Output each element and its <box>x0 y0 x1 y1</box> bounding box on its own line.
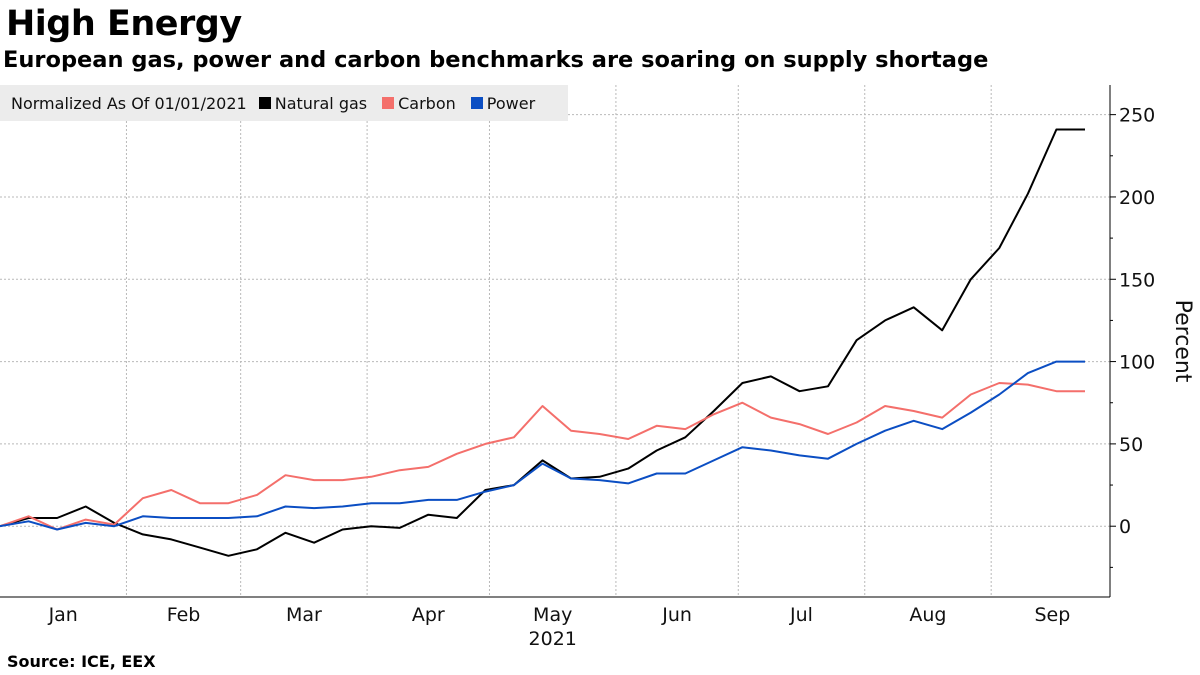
series-line-carbon <box>0 382 1085 531</box>
ytick-label-150: 150 <box>1119 269 1155 291</box>
legend-swatch-natural-gas <box>258 97 271 109</box>
xtick-label-mar: Mar <box>286 604 322 626</box>
ytick-label-250: 250 <box>1119 105 1155 127</box>
xtick-label-jul: Jul <box>789 604 813 626</box>
xtick-label-jun: Jun <box>661 604 692 626</box>
legend-label-carbon: Carbon <box>398 93 456 113</box>
ytick-label-200: 200 <box>1119 187 1155 209</box>
ytick-label-100: 100 <box>1119 352 1155 374</box>
y-axis-title: Percent <box>1170 300 1195 383</box>
xtick-label-jan: Jan <box>48 604 78 626</box>
source-note: Source: ICE, EEX <box>7 652 156 671</box>
x-year-label: 2021 <box>529 628 577 650</box>
axis-layer <box>0 85 1116 598</box>
legend-swatch-power <box>470 97 483 109</box>
legend-swatch-carbon <box>382 97 395 109</box>
xtick-label-sep: Sep <box>1034 604 1070 626</box>
series-line-power <box>0 360 1085 531</box>
legend-label-natural-gas: Natural gas <box>274 93 368 113</box>
ytick-label-50: 50 <box>1119 434 1143 456</box>
xtick-label-aug: Aug <box>909 604 946 626</box>
legend-label-power: Power <box>486 93 536 113</box>
xtick-label-feb: Feb <box>167 604 201 626</box>
chart-title: High Energy <box>6 4 242 44</box>
legend-caption: Normalized As Of 01/01/2021 <box>11 93 247 113</box>
series-line-natural-gas <box>0 128 1085 557</box>
series-layer <box>0 128 1085 557</box>
legend-item-carbon: Carbon <box>382 94 456 113</box>
chart-subtitle: European gas, power and carbon benchmark… <box>3 47 989 73</box>
legend-item-natural-gas: Natural gas <box>258 93 368 113</box>
legend: Normalized As Of 01/01/2021 Natural gas … <box>0 85 568 121</box>
xtick-label-may: May <box>533 604 572 626</box>
grid-layer <box>0 85 1110 597</box>
legend-item-power: Power <box>470 93 536 113</box>
ytick-label-0: 0 <box>1119 516 1131 538</box>
xtick-label-apr: Apr <box>412 604 445 626</box>
